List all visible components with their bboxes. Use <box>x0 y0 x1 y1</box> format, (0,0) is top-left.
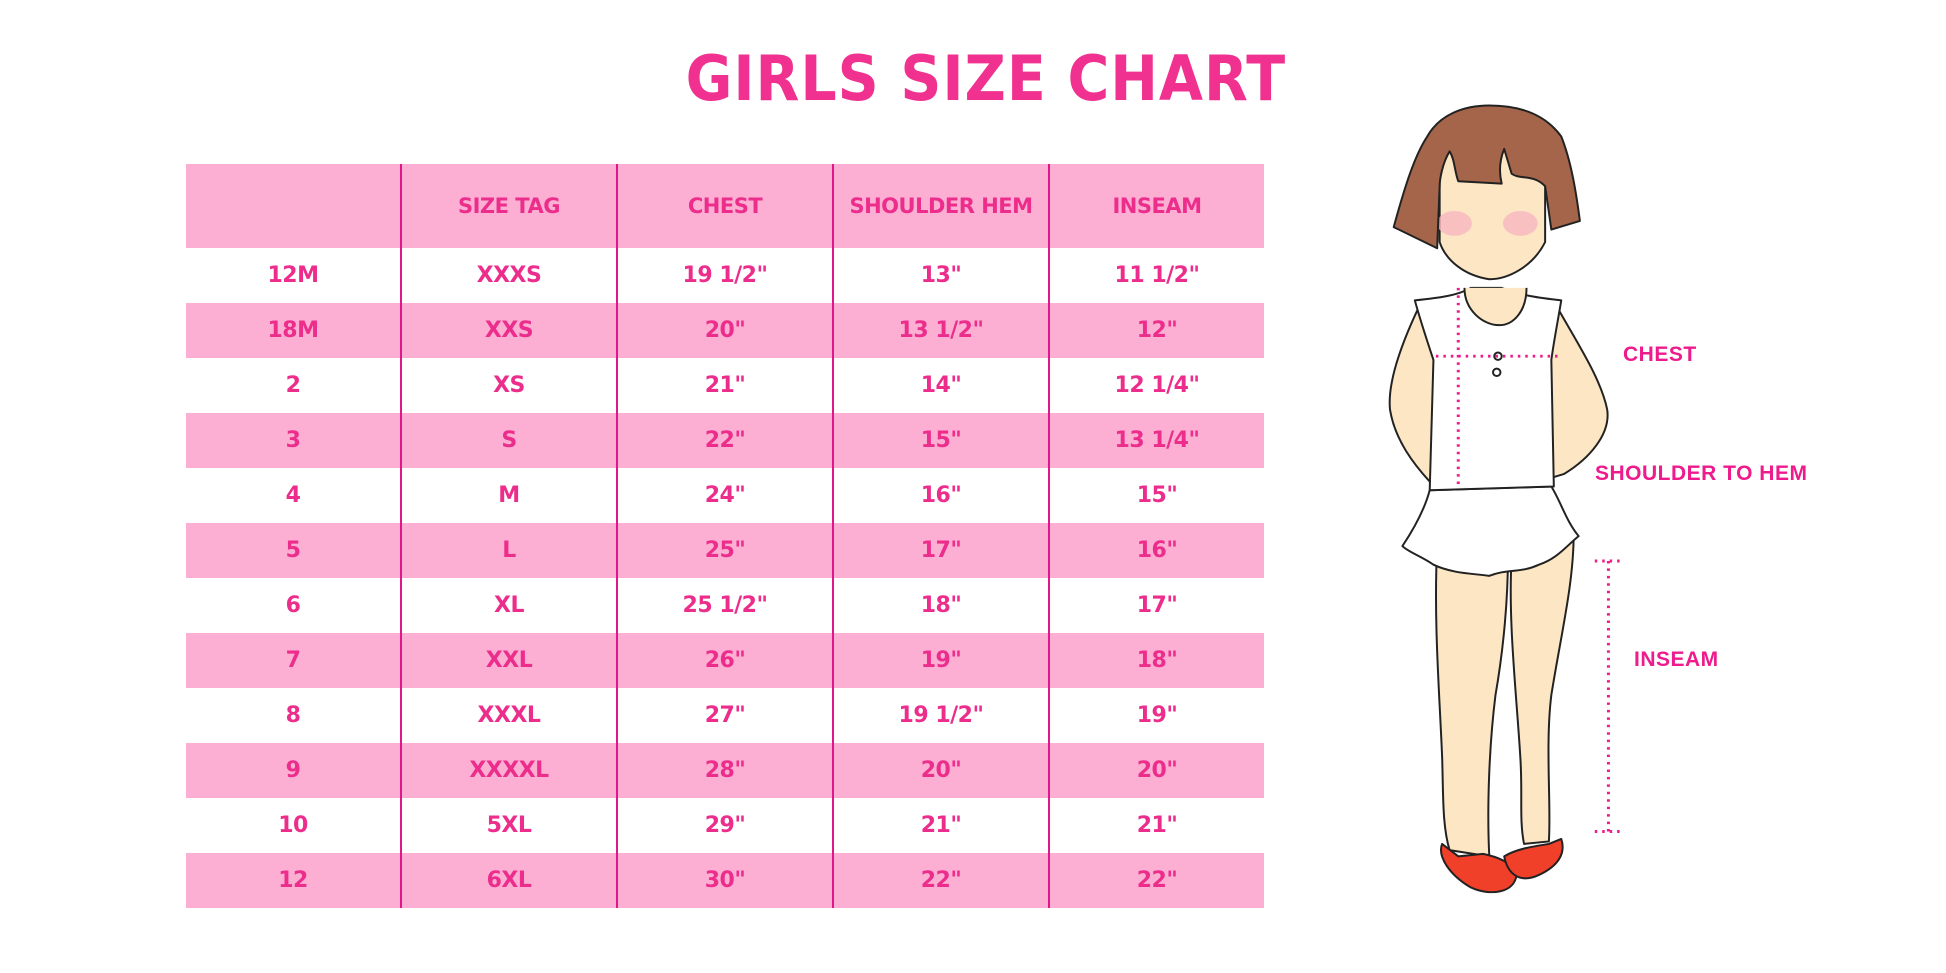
table-row: 6 XL 25 1/2" 18" 17" <box>186 578 1264 633</box>
table-row: 9 XXXXL 28" 20" 20" <box>186 743 1264 798</box>
cell-size-tag: 5XL <box>400 798 617 853</box>
cell-size-tag: M <box>400 468 617 523</box>
cell-shoulder-hem: 15" <box>832 413 1049 468</box>
cell-size: 2 <box>285 373 301 398</box>
right-arm <box>1547 306 1609 479</box>
cell-size: 12 <box>186 853 401 908</box>
cell-shoulder-hem: 22" <box>832 853 1049 908</box>
cell-size-tag: XXXL <box>400 688 617 743</box>
cell-size: 5 <box>186 523 401 578</box>
chest-label: CHEST <box>1623 343 1697 366</box>
cell-inseam: 12" <box>1048 303 1264 358</box>
hair <box>1392 104 1581 250</box>
cell-shoulder-hem: 19" <box>832 633 1049 688</box>
cell-shoulder-hem: 13 1/2" <box>832 303 1049 358</box>
cell-inseam: 16" <box>1048 523 1264 578</box>
cell-chest: 29" <box>616 798 833 853</box>
cell-size-tag: XL <box>400 578 617 633</box>
table-row: 12M XXXS 19 1/2" 13" 11 1/2" <box>186 248 1264 303</box>
cell-shoulder-hem: 16" <box>832 468 1049 523</box>
right-shoe <box>1503 837 1564 880</box>
skirt <box>1401 485 1580 577</box>
cell-inseam: 18" <box>1048 633 1264 688</box>
cell-inseam: 19" <box>1048 688 1264 743</box>
cell-chest: 26" <box>616 633 833 688</box>
shirt <box>1413 286 1563 492</box>
header-chest: CHEST <box>616 164 833 248</box>
neckline <box>1463 287 1528 327</box>
cell-shoulder-hem: 20" <box>832 743 1049 798</box>
cell-chest: 24" <box>616 468 833 523</box>
table-row: 10 5XL 29" 21" 21" <box>186 798 1264 853</box>
header-shoulder-hem: SHOULDER HEM <box>832 164 1049 248</box>
cell-size-tag: L <box>400 523 617 578</box>
cell-chest: 25" <box>616 523 833 578</box>
cell-size: 12M <box>267 263 319 288</box>
header-size <box>186 164 401 248</box>
cell-inseam: 15" <box>1048 468 1264 523</box>
cell-shoulder-hem: 21" <box>832 798 1049 853</box>
cell-size-tag: XXL <box>400 633 617 688</box>
cell-inseam: 13 1/4" <box>1048 413 1264 468</box>
cell-chest: 30" <box>616 853 833 908</box>
cell-inseam: 17" <box>1048 578 1264 633</box>
cell-size: 7 <box>186 633 401 688</box>
cell-shoulder-hem: 14" <box>832 358 1049 413</box>
cell-size: 9 <box>186 743 401 798</box>
header-inseam: INSEAM <box>1048 164 1264 248</box>
cell-chest: 27" <box>616 688 833 743</box>
cell-inseam: 20" <box>1048 743 1264 798</box>
cell-size-tag: XXXS <box>400 248 617 303</box>
table-row: 2 XS 21" 14" 12 1/4" <box>186 358 1264 413</box>
cell-chest: 22" <box>616 413 833 468</box>
cell-chest: 19 1/2" <box>616 248 833 303</box>
left-shoe <box>1440 842 1518 894</box>
page-title: GIRLS SIZE CHART <box>685 42 1287 115</box>
cell-inseam: 22" <box>1048 853 1264 908</box>
table-row: 18M XXS 20" 13 1/2" 12" <box>186 303 1264 358</box>
cell-chest: 20" <box>616 303 833 358</box>
cell-size-tag: 6XL <box>400 853 617 908</box>
header-size-tag: SIZE TAG <box>400 164 617 248</box>
cell-inseam: 21" <box>1048 798 1264 853</box>
cell-size-tag: XXXXL <box>400 743 617 798</box>
shirt-button <box>1492 367 1502 378</box>
table-header-row: SIZE TAG CHEST SHOULDER HEM INSEAM <box>186 164 1264 248</box>
left-arm <box>1388 309 1441 486</box>
table-row: 8 XXXL 27" 19 1/2" 19" <box>186 688 1264 743</box>
table-row: 4 M 24" 16" 15" <box>186 468 1264 523</box>
cell-size: 3 <box>186 413 401 468</box>
cell-chest: 25 1/2" <box>616 578 833 633</box>
cell-size-tag: XXS <box>400 303 617 358</box>
cell-size-tag: S <box>400 413 617 468</box>
inseam-label: INSEAM <box>1634 648 1719 671</box>
cell-size: 10 <box>278 813 308 838</box>
cell-chest: 21" <box>616 358 833 413</box>
cell-shoulder-hem: 13" <box>832 248 1049 303</box>
table-row: 12 6XL 30" 22" 22" <box>186 853 1264 908</box>
cell-size: 6 <box>285 593 301 618</box>
table-row: 5 L 25" 17" 16" <box>186 523 1264 578</box>
cell-chest: 28" <box>616 743 833 798</box>
cell-size-tag: XS <box>400 358 617 413</box>
right-leg <box>1509 532 1575 845</box>
cell-inseam: 12 1/4" <box>1048 358 1264 413</box>
left-leg <box>1435 545 1509 858</box>
cell-inseam: 11 1/2" <box>1048 248 1264 303</box>
cell-size: 18M <box>186 303 401 358</box>
cell-shoulder-hem: 18" <box>832 578 1049 633</box>
cell-shoulder-hem: 17" <box>832 523 1049 578</box>
shoulder-to-hem-label: SHOULDER TO HEM <box>1595 462 1808 485</box>
cell-size: 4 <box>285 483 301 508</box>
cell-size: 8 <box>285 703 301 728</box>
table-row: 7 XXL 26" 19" 18" <box>186 633 1264 688</box>
size-table: SIZE TAG CHEST SHOULDER HEM INSEAM 12M XX… <box>186 164 1264 908</box>
table-row: 3 S 22" 15" 13 1/4" <box>186 413 1264 468</box>
cell-shoulder-hem: 19 1/2" <box>832 688 1049 743</box>
